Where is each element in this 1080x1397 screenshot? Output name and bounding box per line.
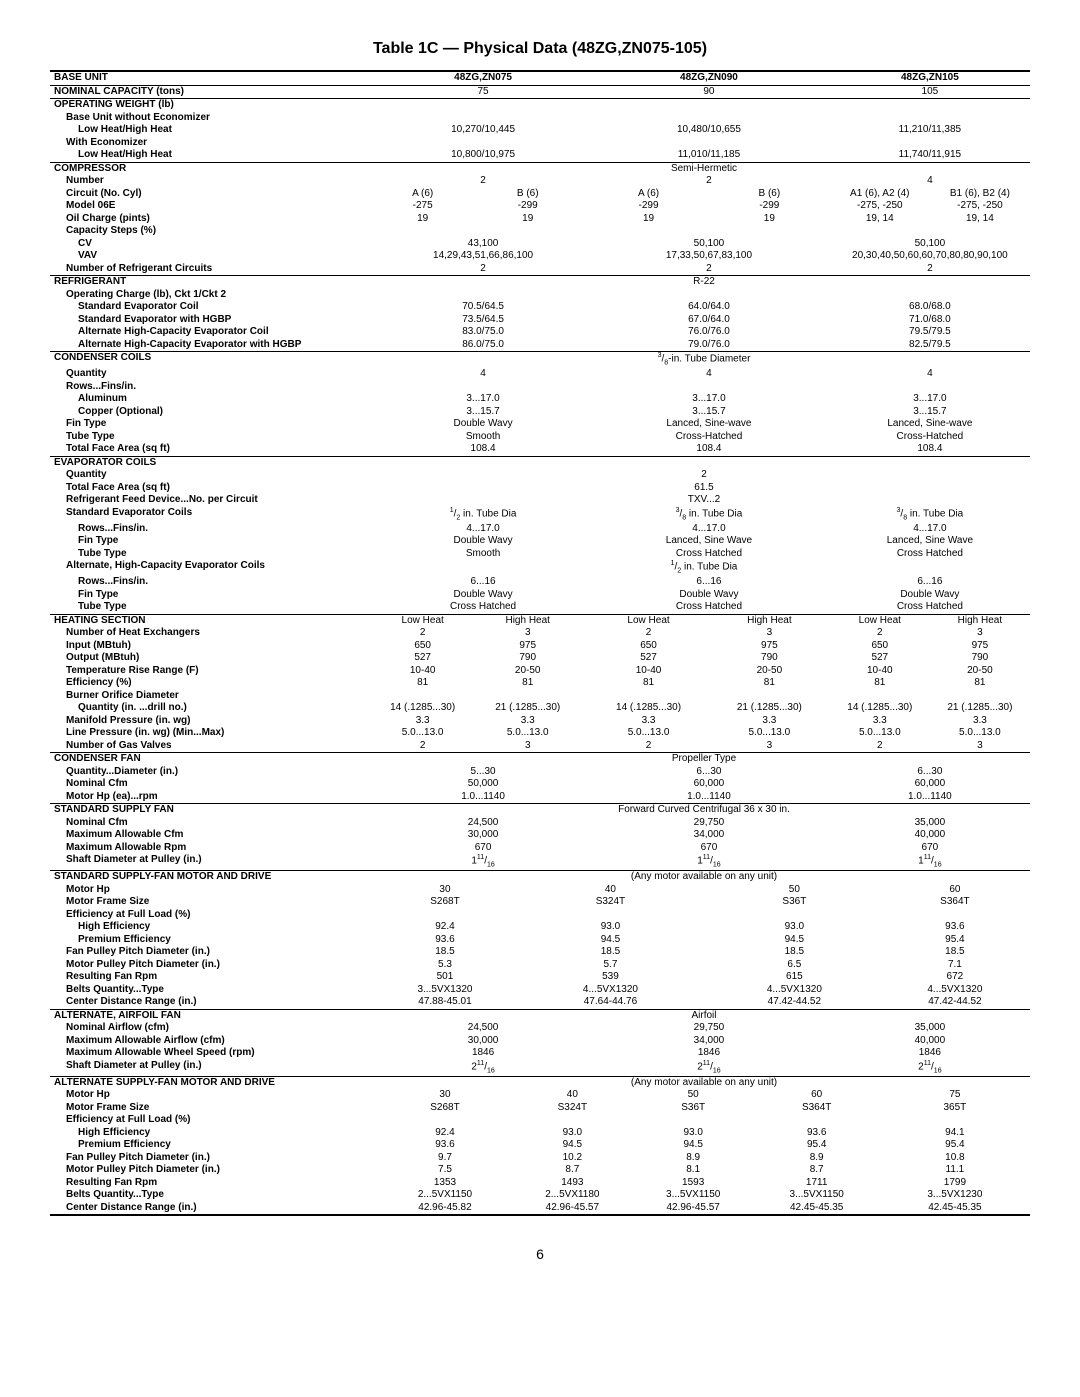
table-title: Table 1C — Physical Data (48ZG,ZN075-105… [50,40,1030,58]
condenser-coils-label: CONDENSER COILS [50,352,378,369]
col-header-3: 48ZG,ZN105 [830,71,1030,85]
page-number: 6 [50,1246,1030,1262]
col-header-1: 48ZG,ZN075 [378,71,588,85]
std-supply-fan-label: STANDARD SUPPLY FAN [50,804,378,817]
base-unit-label: BASE UNIT [50,71,378,85]
alt-fan-label: ALTERNATE, AIRFOIL FAN [50,1009,378,1022]
evaporator-coils-label: EVAPORATOR COILS [50,456,378,469]
alt-motor-label: ALTERNATE SUPPLY-FAN MOTOR AND DRIVE [50,1076,378,1089]
condenser-fan-label: CONDENSER FAN [50,753,378,766]
refrigerant-label: REFRIGERANT [50,276,378,289]
std-motor-label: STANDARD SUPPLY-FAN MOTOR AND DRIVE [50,871,378,884]
nominal-capacity-label: NOMINAL CAPACITY (tons) [50,85,378,99]
heating-label: HEATING SECTION [50,614,378,627]
physical-data-table: BASE UNIT 48ZG,ZN075 48ZG,ZN090 48ZG,ZN1… [50,70,1030,1216]
col-header-2: 48ZG,ZN090 [588,71,830,85]
operating-weight-label: OPERATING WEIGHT (lb) [50,99,378,112]
compressor-label: COMPRESSOR [50,162,378,175]
